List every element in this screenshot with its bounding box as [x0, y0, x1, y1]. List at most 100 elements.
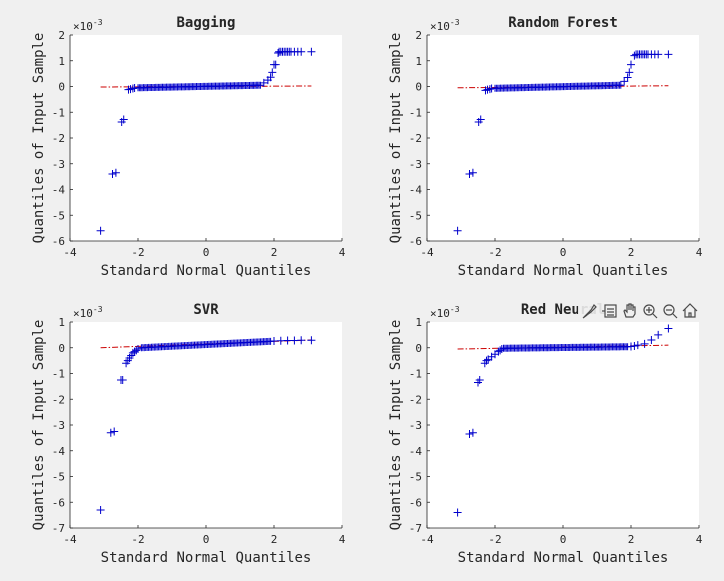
- sample-point: [259, 78, 268, 87]
- panel-svr: -4 -2 0 2 410-1-2-3-4-5-6-7×10-3 SVRStandard …: [31, 302, 346, 566]
- y-tick-label: -4: [409, 184, 423, 197]
- sample-point: [132, 346, 141, 355]
- zoom-in-icon[interactable]: [641, 302, 659, 320]
- sample-point: [297, 47, 306, 56]
- x-tick-label: 4: [339, 246, 346, 259]
- y-tick-label: -1: [52, 106, 65, 119]
- axes-area: [70, 322, 342, 528]
- y-tick-label: -6: [52, 235, 65, 248]
- y-tick-label: -6: [409, 235, 422, 248]
- exponent-power: -3: [93, 18, 103, 27]
- brush-icon[interactable]: [581, 302, 599, 320]
- x-axis-label: Standard Normal Quantiles: [458, 550, 669, 566]
- y-tick-label: -7: [409, 522, 422, 535]
- sample-point: [633, 341, 642, 350]
- y-tick-label: 2: [58, 29, 65, 42]
- x-tick-label: -4: [420, 246, 434, 259]
- x-tick-label: 4: [339, 533, 346, 546]
- y-axis-label: Quantiles of Input Sample: [388, 33, 404, 244]
- y-tick-label: 1: [58, 316, 65, 329]
- sample-point: [276, 336, 285, 345]
- sample-point: [271, 60, 280, 69]
- y-tick-label: 2: [415, 29, 422, 42]
- y-tick-label: -6: [409, 496, 422, 509]
- x-tick-label: -2: [488, 533, 501, 546]
- x-tick-label: 2: [271, 246, 278, 259]
- sample-point: [268, 68, 277, 77]
- sample-point: [453, 508, 462, 517]
- y-tick-label: -5: [409, 209, 422, 222]
- sample-point: [468, 168, 477, 177]
- exponent-base: ×10: [73, 20, 93, 33]
- exponent-base: ×10: [430, 20, 450, 33]
- sample-point: [625, 68, 634, 77]
- y-tick-label: 1: [415, 316, 422, 329]
- x-tick-label: -4: [63, 533, 77, 546]
- sample-point: [307, 336, 316, 345]
- y-tick-label: -2: [52, 393, 65, 406]
- sample-point: [119, 115, 128, 124]
- sample-point: [124, 85, 133, 94]
- data-cursor-icon[interactable]: [601, 302, 619, 320]
- sample-point: [647, 336, 656, 345]
- plot-area: [453, 50, 673, 235]
- sample-point: [620, 77, 629, 86]
- x-axis-label: Standard Normal Quantiles: [101, 550, 312, 566]
- x-tick-label: 0: [203, 533, 210, 546]
- x-tick-label: -2: [131, 246, 144, 259]
- y-tick-label: -6: [52, 496, 65, 509]
- sample-point: [627, 60, 635, 69]
- sample-point: [487, 84, 496, 93]
- exponent-label: ×10-3: [73, 18, 103, 33]
- exponent-power: -3: [450, 18, 460, 27]
- sample-point: [465, 430, 474, 439]
- sample-point: [623, 73, 632, 82]
- sample-point: [108, 170, 117, 179]
- sample-point: [283, 336, 292, 345]
- x-axis-label: Standard Normal Quantiles: [458, 263, 669, 279]
- x-tick-label: 4: [696, 246, 703, 259]
- sample-point: [453, 226, 462, 235]
- sample-point: [130, 84, 139, 93]
- axes-area: [70, 35, 342, 241]
- zoom-out-icon[interactable]: [661, 302, 679, 320]
- panel-red-neural: -4 -2 0 2 410-1-2-3-4-5-6-7×10-3 Red NeuralSt…: [388, 302, 703, 566]
- plot-area: [96, 336, 316, 514]
- sample-point: [96, 505, 105, 514]
- sample-point: [476, 115, 485, 124]
- y-tick-label: -7: [52, 522, 65, 535]
- y-axis-label: Quantiles of Input Sample: [31, 33, 47, 244]
- y-tick-label: -1: [409, 106, 422, 119]
- x-tick-label: -4: [420, 533, 434, 546]
- y-tick-label: 1: [58, 55, 65, 68]
- sample-point: [465, 170, 474, 179]
- chart-title: Bagging: [176, 15, 235, 31]
- y-tick-label: -1: [52, 368, 65, 381]
- sample-point: [496, 346, 505, 355]
- y-axis-label: Quantiles of Input Sample: [388, 320, 404, 531]
- chart-title: SVR: [193, 302, 219, 318]
- axes-area: [427, 322, 699, 528]
- x-tick-label: 2: [628, 246, 635, 259]
- exponent-label: ×10-3: [430, 18, 460, 33]
- pan-hand-icon[interactable]: [621, 302, 639, 320]
- sample-point: [307, 47, 316, 56]
- y-tick-label: -4: [52, 445, 66, 458]
- y-tick-label: -5: [409, 471, 422, 484]
- sample-point: [118, 375, 127, 384]
- x-axis-label: Standard Normal Quantiles: [101, 263, 312, 279]
- y-tick-label: -3: [52, 158, 65, 171]
- sample-point: [266, 73, 275, 82]
- y-tick-label: 0: [58, 342, 65, 355]
- sample-point: [664, 50, 673, 59]
- x-tick-label: -2: [131, 533, 144, 546]
- exponent-base: ×10: [73, 307, 93, 320]
- exponent-label: ×10-3: [430, 305, 460, 320]
- home-icon[interactable]: [681, 302, 699, 320]
- y-tick-label: -5: [52, 471, 65, 484]
- sample-point: [630, 51, 639, 60]
- plot-area: [96, 47, 316, 235]
- y-tick-label: -3: [409, 158, 422, 171]
